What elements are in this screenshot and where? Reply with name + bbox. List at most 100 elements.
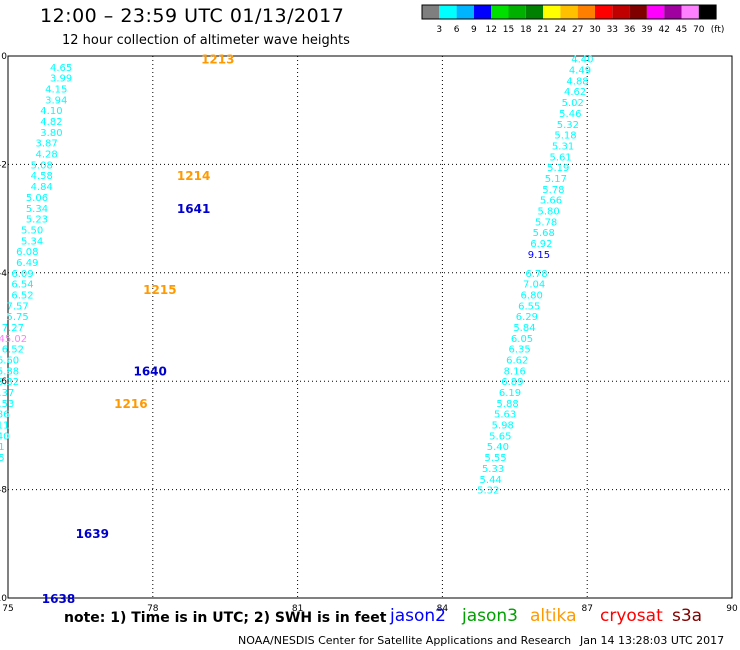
y-tick-label: -10 <box>0 594 7 604</box>
color-legend: 3 6 9 12 15 18 21 24 27 30 33 36 39 42 45 70 (ft) <box>421 4 725 35</box>
swh-point-label: 6.29 <box>516 312 538 323</box>
time-annotation: 1216 <box>114 397 147 411</box>
satellite-jason3-label: jason3 <box>462 606 518 626</box>
satellite-cryosat-label: cryosat <box>600 606 663 626</box>
swh-point-label: 5.02 <box>562 98 584 109</box>
swh-point-label: 5.19 <box>547 163 569 174</box>
swh-point-label: 5.32 <box>477 486 499 497</box>
time-annotation: 1641 <box>177 202 210 216</box>
wave-height-plot: 75 78 81 84 87 90 0 -2 -4 -6 -8 -10 4.653.994.153.94… <box>0 52 738 614</box>
swh-point-label: 6.92 <box>530 239 552 250</box>
swh-point-label: 6.89 <box>501 377 523 388</box>
swh-point-label: 5.50 <box>21 225 43 236</box>
swh-point-label: 5.40 <box>487 442 509 453</box>
legend-unit: (ft) <box>711 25 725 35</box>
legend-swatch <box>681 5 699 19</box>
time-annotation: 1215 <box>143 283 176 297</box>
legend-label: 39 <box>641 25 653 35</box>
swh-point-label: 6.40 <box>0 431 9 442</box>
swh-point-label: 5.18 <box>554 131 576 142</box>
y-tick-label: -4 <box>0 269 7 279</box>
swh-point-label: 6.52 <box>2 345 24 356</box>
swh-point-label: 5.65 <box>489 431 511 442</box>
swh-point-label: 5.86 <box>0 410 9 421</box>
satellite-jason2-label: jason2 <box>390 606 446 626</box>
swh-point-label: 6.08 <box>16 247 38 258</box>
time-annotation: 1213 <box>201 53 234 67</box>
swh-point-label: 4.82 <box>40 117 62 128</box>
swh-point-label: 6.19 <box>499 388 521 399</box>
y-tick-label: -6 <box>0 377 7 387</box>
page-subtitle: 12 hour collection of altimeter wave hei… <box>62 33 350 48</box>
swh-point-label: 6.52 <box>11 290 33 301</box>
swh-point-label: 7.04 <box>523 280 545 291</box>
swh-point-label: 3.99 <box>50 74 72 85</box>
y-tick-label: 0 <box>1 52 7 62</box>
generated-timestamp: Jan 14 13:28:03 UTC 2017 <box>580 634 725 647</box>
legend-label: 3 <box>436 25 442 35</box>
swh-point-label: 6.60 <box>0 356 19 367</box>
legend-swatch <box>646 5 665 19</box>
legend-swatch <box>664 5 682 19</box>
legend-swatch <box>698 5 717 19</box>
x-tick-label: 87 <box>581 604 592 614</box>
swh-point-label: 3.80 <box>40 128 62 139</box>
swh-point-label: 6.80 <box>521 290 543 301</box>
swh-point-label: 6.09 <box>11 269 33 280</box>
swh-point-label: 4.65 <box>50 63 72 74</box>
time-annotation: 1640 <box>133 364 166 378</box>
swh-point-label: 8.16 <box>504 366 526 377</box>
x-tick-label: 90 <box>726 604 738 614</box>
swh-point-label: 5.63 <box>494 410 516 421</box>
swh-point-label: 4.88 <box>566 76 588 87</box>
legend-swatch <box>422 5 440 19</box>
swh-point-label: 5.78 <box>535 217 557 228</box>
legend-label: 27 <box>572 25 583 35</box>
legend-label: 18 <box>520 25 532 35</box>
swh-point-label: 4.84 <box>31 182 53 193</box>
legend-swatch <box>595 5 613 19</box>
satellite-altika-label: altika <box>530 606 577 626</box>
swh-point-label: 5.55 <box>0 453 5 464</box>
legend-swatch <box>629 5 647 19</box>
swh-point-label: 6.62 <box>506 356 528 367</box>
legend-swatch <box>612 5 630 19</box>
swh-point-label: 6.01 <box>0 442 5 453</box>
legend-swatch <box>525 5 544 19</box>
x-tick-label: 75 <box>2 604 13 614</box>
swh-point-label: 5.66 <box>540 196 562 207</box>
legend-swatch <box>491 5 509 19</box>
credit-line: NOAA/NESDIS Center for Satellite Applica… <box>238 634 572 647</box>
legend-label: 21 <box>537 25 548 35</box>
swh-point-label: 5.32 <box>557 120 579 131</box>
swh-point-label: 7.57 <box>7 301 29 312</box>
swh-point-label: 5.23 <box>26 215 48 226</box>
swh-point-label: 5.55 <box>484 453 506 464</box>
swh-point-label: 6.37 <box>0 388 14 399</box>
legend-label: 42 <box>658 25 669 35</box>
legend-swatch <box>577 5 595 19</box>
swh-point-label: 4.10 <box>40 106 62 117</box>
legend-label: 12 <box>485 25 496 35</box>
x-tick-label: 84 <box>437 604 449 614</box>
swh-point-label: 4.28 <box>35 150 57 161</box>
plot-frame <box>7 55 733 599</box>
swh-point-label: 3.87 <box>35 139 57 150</box>
legend-label: 15 <box>503 25 514 35</box>
swh-point-label: 4.49 <box>569 66 591 77</box>
legend-label: 70 <box>693 25 705 35</box>
time-annotation: 1638 <box>42 592 75 606</box>
swh-point-label: 4.58 <box>31 171 53 182</box>
swh-point-label: 5.78 <box>542 185 564 196</box>
swh-point-label: 5.46 <box>559 109 581 120</box>
swh-point-label: 5.68 <box>533 228 555 239</box>
swh-point-label: 5.53 <box>0 399 14 410</box>
x-tick-label: 78 <box>147 604 159 614</box>
legend-label: 24 <box>555 25 567 35</box>
swh-point-label: 5.75 <box>7 312 29 323</box>
swh-point-label: 6.55 <box>518 301 540 312</box>
swh-point-label: 3.94 <box>45 95 67 106</box>
time-annotation: 1639 <box>76 527 109 541</box>
swh-point-label: 5.31 <box>552 141 574 152</box>
x-tick-label: 81 <box>292 604 303 614</box>
